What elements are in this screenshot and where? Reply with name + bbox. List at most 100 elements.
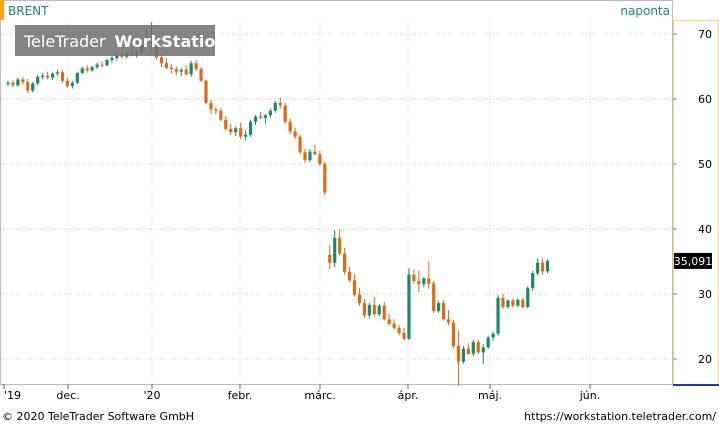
candle (541, 258, 545, 275)
candle (318, 151, 322, 166)
candle-body (313, 151, 317, 155)
candle-body (526, 288, 530, 307)
candle-body (516, 299, 520, 306)
candle (338, 229, 342, 256)
candle-body (471, 342, 475, 354)
candle-body (224, 119, 228, 129)
candle-body (194, 63, 198, 70)
candle (313, 144, 317, 155)
candle-body (293, 131, 297, 137)
candle (239, 122, 243, 140)
candle-body (248, 121, 253, 135)
candle (36, 74, 40, 86)
x-tick-label: dec. (56, 389, 79, 402)
candle (214, 106, 218, 115)
y-tick-label: 50 (698, 158, 712, 171)
candle (402, 327, 406, 341)
candle-body (179, 69, 183, 72)
candle-body (422, 278, 426, 285)
candle (55, 69, 60, 76)
candle-body (541, 262, 545, 272)
candle-body (214, 109, 218, 111)
candle (397, 324, 401, 336)
symbol-label[interactable]: BRENT (8, 4, 49, 18)
candle (41, 73, 45, 80)
candle-body (95, 64, 99, 68)
candle-body (244, 134, 248, 137)
candle (273, 100, 277, 113)
candle (476, 339, 480, 354)
candle (278, 97, 282, 109)
candle (95, 62, 99, 70)
candle (298, 134, 302, 155)
copyright-text: © 2020 TeleTrader Software GmbH (2, 410, 194, 423)
candle (11, 80, 15, 88)
candle-body (511, 300, 515, 306)
candle-body (209, 102, 213, 110)
candle-body (357, 294, 362, 304)
candle (456, 330, 461, 387)
y-tick-label: 70 (698, 28, 712, 41)
candle (466, 343, 470, 356)
candle (21, 76, 25, 85)
last-price-marker: 35,091 (674, 252, 712, 269)
candle (293, 127, 297, 140)
candle (461, 346, 465, 364)
candle-body (174, 69, 178, 72)
candle (80, 66, 84, 75)
candle-body (486, 337, 490, 348)
candle-body (239, 128, 243, 137)
candle (323, 161, 327, 196)
candle (100, 61, 104, 68)
candle-body (115, 55, 119, 59)
candle (258, 112, 263, 120)
candle-body (456, 346, 461, 362)
candle-body (427, 278, 431, 284)
candle (347, 266, 352, 283)
candle (26, 78, 30, 94)
watermark-brand: TeleTrader (23, 32, 106, 51)
candle-body (298, 136, 302, 153)
candle (387, 314, 391, 326)
candle-body (407, 274, 411, 339)
candle-body (26, 82, 30, 91)
candle-body (432, 283, 436, 311)
y-tick-label: 40 (698, 223, 712, 236)
candle-body (506, 300, 510, 307)
candles (6, 22, 550, 387)
x-tick-label: ápr. (398, 389, 419, 402)
candle-body (521, 299, 525, 307)
candle (263, 113, 267, 124)
x-tick-label: '20 (143, 389, 160, 402)
candle-body (258, 116, 263, 118)
candle (105, 58, 109, 67)
candle-body (16, 79, 20, 86)
candle (283, 102, 287, 124)
candle (521, 297, 525, 309)
candle-body (461, 348, 465, 362)
candle (481, 344, 485, 365)
candle-body (318, 154, 322, 164)
candle (288, 118, 292, 135)
period-label[interactable]: naponta (620, 4, 670, 18)
candle (501, 294, 505, 309)
plot-frame (0, 0, 673, 385)
candle (204, 79, 208, 105)
candle-body (70, 82, 74, 86)
candle-body (347, 271, 352, 281)
x-tick-label: máj. (478, 389, 502, 402)
footer-url[interactable]: https://workstation.teletrader.com/ (524, 410, 716, 423)
candle (75, 71, 79, 85)
candle-body (333, 238, 337, 263)
candle (60, 70, 65, 83)
candle (50, 72, 55, 81)
candle-body (110, 58, 114, 60)
candle (16, 77, 20, 87)
candle-body (303, 152, 307, 161)
candle-body (491, 333, 495, 338)
candle (110, 56, 114, 63)
x-tick-label: '19 (4, 389, 21, 402)
candle (174, 66, 178, 75)
candle (422, 277, 426, 288)
